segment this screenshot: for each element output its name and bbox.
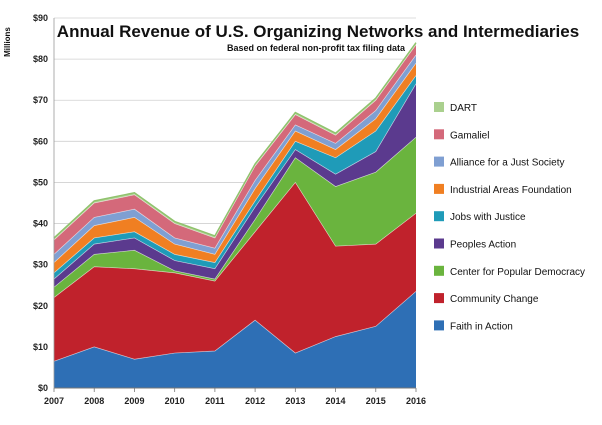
y-tick-label: $80	[33, 54, 48, 64]
legend-label-gamaliel: Gamaliel	[450, 130, 489, 141]
x-tick-label: 2015	[366, 396, 386, 406]
legend-swatch-dart	[434, 102, 444, 112]
area-industrial-areas-foundation	[54, 63, 416, 273]
y-tick-label: $70	[33, 95, 48, 105]
y-axis-label: Millions	[3, 27, 12, 57]
y-tick-label: $60	[33, 136, 48, 146]
legend-swatch-alliance-for-a-just-society	[434, 156, 444, 167]
series-boundary	[53, 75, 417, 274]
x-tick-label: 2014	[326, 396, 346, 406]
x-tick-label: 2013	[285, 396, 305, 406]
legend-label-faith-in-action: Faith in Action	[450, 321, 513, 332]
area-faith-in-action	[54, 291, 416, 388]
y-tick-label: $10	[33, 342, 48, 352]
area-layer	[53, 42, 417, 388]
series-boundary	[53, 42, 417, 239]
series-boundary	[53, 63, 417, 263]
legend-swatch-industrial-areas-foundation	[434, 183, 444, 194]
legend-swatch-community-change	[434, 293, 444, 304]
legend-label-dart: DART	[450, 103, 477, 114]
legend: DART Gamaliel Alliance for a Just Society I…	[434, 102, 585, 332]
legend-swatch-jobs-with-justice	[434, 211, 444, 222]
y-tick-label: $0	[38, 383, 48, 393]
x-tick-label: 2008	[84, 396, 104, 406]
x-tick-label: 2012	[245, 396, 265, 406]
chart-subtitle: Based on federal non-profit tax filing d…	[227, 43, 406, 53]
series-boundary	[53, 44, 417, 241]
y-tick-label: $20	[33, 301, 48, 311]
area-gamaliel	[54, 44, 416, 255]
series-boundary	[53, 54, 417, 255]
series-boundary	[53, 291, 417, 362]
series-boundary	[53, 181, 417, 298]
y-tick-label: $50	[33, 177, 48, 187]
y-tick-label: $30	[33, 260, 48, 270]
legend-swatch-faith-in-action	[434, 320, 444, 331]
legend-label-community-change: Community Change	[450, 294, 539, 305]
legend-label-center-for-popular-democracy: Center for Popular Democracy	[450, 267, 585, 278]
legend-label-jobs-with-justice: Jobs with Justice	[450, 212, 526, 223]
y-tick-label: $90	[33, 13, 48, 23]
x-tick-label: 2009	[124, 396, 144, 406]
series-boundary	[53, 83, 417, 280]
legend-swatch-center-for-popular-democracy	[434, 265, 444, 276]
area-community-change	[54, 182, 416, 362]
legend-label-alliance-for-a-just-society: Alliance for a Just Society	[450, 158, 565, 169]
legend-swatch-peoples-action	[434, 238, 444, 249]
x-tick-label: 2016	[406, 396, 426, 406]
area-peoples-action	[54, 83, 416, 288]
area-center-for-popular-democracy	[54, 137, 416, 298]
x-tick-label: 2010	[165, 396, 185, 406]
x-tick-label: 2007	[44, 396, 64, 406]
series-boundary	[53, 136, 417, 288]
legend-label-peoples-action: Peoples Action	[450, 240, 516, 251]
y-tick-label: $40	[33, 219, 48, 229]
legend-swatch-gamaliel	[434, 129, 444, 140]
axis-layer: $0 $10 $20 $30 $40 $50 $60 $70 $80 $90 2007 2008 200…	[33, 13, 426, 406]
chart-title: Annual Revenue of U.S. Organizing Networ…	[57, 22, 579, 41]
legend-label-industrial-areas-foundation: Industrial Areas Foundation	[450, 185, 572, 196]
x-tick-label: 2011	[205, 396, 225, 406]
